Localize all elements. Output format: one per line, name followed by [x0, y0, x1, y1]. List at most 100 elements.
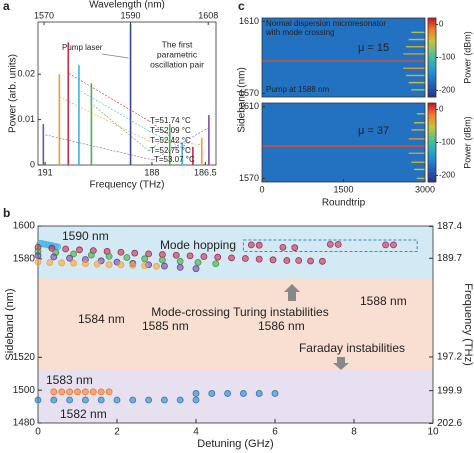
x-tick-label: 8	[351, 427, 357, 438]
colorbar-cell	[428, 174, 436, 177]
colorbar-cell	[428, 103, 436, 106]
x-tick-label: 4	[193, 427, 199, 438]
series-label: 1585 nm	[142, 319, 189, 333]
panel-letter: b	[3, 206, 10, 220]
colorbar-cell	[428, 128, 436, 132]
y2-tick-label: 202.6	[437, 418, 462, 429]
colorbar-cell	[428, 130, 436, 134]
point	[269, 256, 277, 264]
x-axis-label: Detuning (GHz)	[197, 438, 273, 450]
point	[129, 396, 137, 404]
series-label: 1588 nm	[360, 294, 407, 308]
colorbar-cell	[428, 85, 436, 88]
heatmap-trace	[414, 122, 425, 124]
heatmap-trace	[262, 60, 425, 62]
point	[123, 254, 131, 261]
annotation: Faraday instabilities	[299, 341, 405, 355]
colorbar-cell	[428, 156, 436, 159]
colorbar-cell	[428, 91, 436, 94]
point	[291, 244, 299, 252]
heatmap-trace	[408, 81, 425, 84]
x2-axis-label: Wavelength (nm)	[89, 0, 165, 11]
y2-axis-label: Frequency (THz)	[462, 283, 474, 366]
annotation: parametric	[157, 49, 198, 59]
x-tick-label: 186.5	[194, 167, 217, 177]
point	[50, 396, 58, 404]
colorbar-cell	[428, 39, 436, 43]
mu-label: μ = 15	[358, 42, 389, 54]
annotation: oscillation pair	[150, 59, 204, 69]
heatmap-trace	[405, 74, 425, 77]
point	[279, 243, 287, 251]
colorbar-cell	[428, 178, 436, 181]
colorbar-cell	[428, 43, 436, 47]
y-tick-label: 0.01	[17, 114, 35, 124]
colorbar-cell	[428, 29, 436, 33]
y-tick-label: 1500	[13, 385, 36, 396]
point	[62, 245, 70, 253]
heatmap-trace	[411, 161, 425, 163]
point	[295, 257, 303, 264]
point	[334, 240, 342, 248]
x2-tick-label: 1590	[120, 10, 140, 20]
colorbar-cell	[428, 180, 436, 183]
colorbar-cell	[428, 152, 436, 155]
colorbar-cell	[428, 110, 436, 114]
plot-frame	[37, 21, 217, 166]
point	[255, 390, 263, 397]
point	[239, 390, 247, 397]
point	[105, 252, 113, 260]
arrow	[284, 284, 300, 301]
y-axis-label: Sideband (nm)	[237, 67, 248, 133]
colorbar-tick-label: -100	[439, 138, 456, 147]
colorbar-cell	[428, 69, 436, 72]
annotation-arrow	[148, 120, 194, 152]
point	[54, 243, 62, 251]
point	[50, 253, 58, 261]
colorbar-cell	[428, 61, 436, 64]
heatmap-trace	[405, 46, 425, 48]
point	[228, 254, 235, 262]
point	[66, 254, 73, 262]
colorbar-cell	[428, 57, 436, 60]
point	[34, 396, 42, 404]
annotation-arrow	[152, 127, 210, 161]
colorbar-cell	[428, 176, 436, 179]
heatmap-trace	[411, 89, 425, 91]
panel-letter: a	[3, 0, 10, 13]
pump-label: Pump at 1588 nm	[266, 85, 329, 94]
point	[159, 256, 166, 264]
point	[390, 241, 397, 249]
annotation: The first	[162, 39, 193, 49]
colorbar-cell	[428, 77, 436, 80]
colorbar-cell	[428, 89, 436, 92]
note: Normal dispersion microresonator	[266, 19, 386, 28]
point	[145, 250, 153, 258]
point	[160, 262, 168, 270]
colorbar-cell	[428, 126, 436, 130]
colorbar-cell	[428, 112, 436, 116]
point	[34, 258, 42, 266]
point	[145, 396, 153, 404]
colorbar-cell	[428, 160, 436, 163]
series-label: T=51.74 °C	[150, 116, 191, 125]
y-tick-label: 1480	[13, 418, 36, 429]
x-tick-label: 2	[114, 427, 120, 438]
colorbar-cell	[428, 164, 436, 167]
colorbar-cell	[428, 31, 436, 35]
colorbar-cell	[428, 47, 436, 51]
colorbar-cell	[428, 106, 436, 110]
annotation-arrow	[91, 103, 150, 152]
point	[131, 249, 139, 257]
point	[241, 255, 249, 262]
point	[176, 257, 184, 265]
point	[66, 396, 73, 404]
annotation-arrow	[148, 130, 183, 149]
point	[66, 388, 73, 396]
point	[208, 390, 216, 397]
point	[89, 388, 97, 396]
colorbar-cell	[428, 37, 436, 41]
point	[212, 260, 220, 268]
series-label: 1582 nm	[60, 407, 107, 421]
